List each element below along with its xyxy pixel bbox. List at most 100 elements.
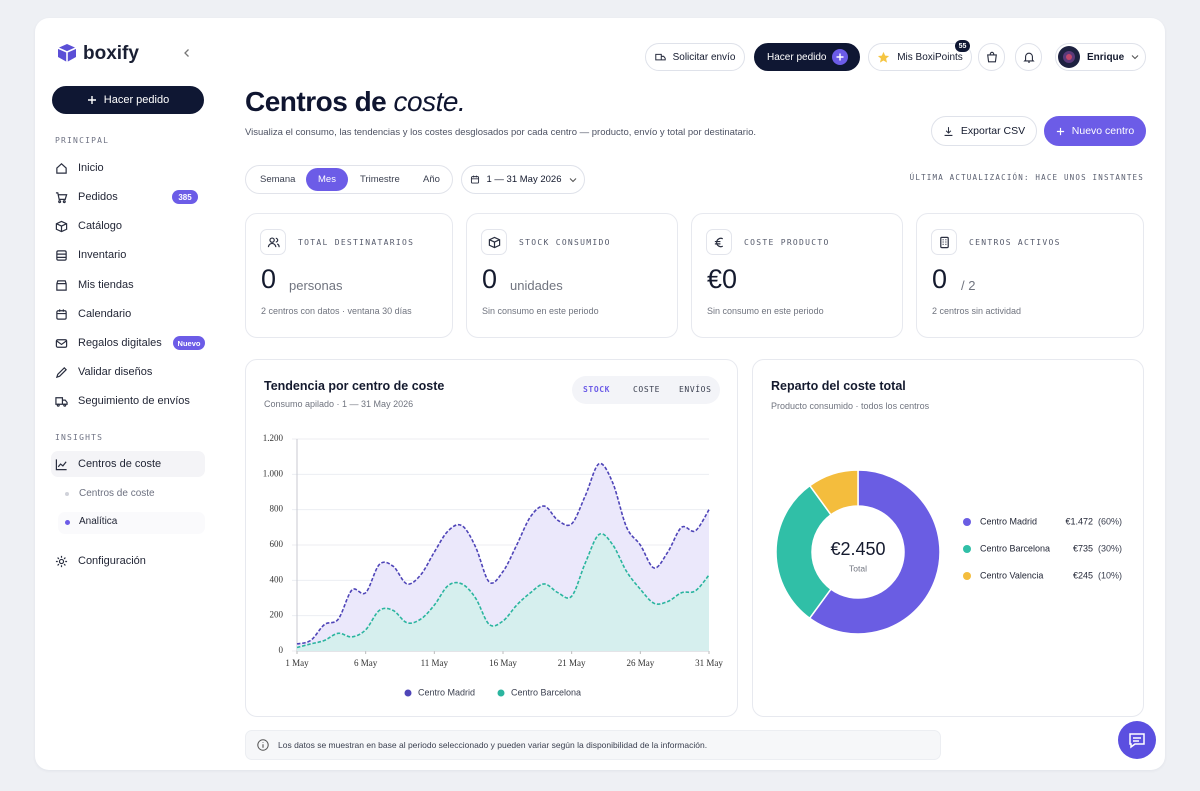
- icon: [55, 366, 67, 378]
- nav-item[interactable]: Inventario: [55, 245, 205, 265]
- nav-item[interactable]: Catálogo: [55, 216, 205, 236]
- period-tab[interactable]: Mes: [318, 174, 336, 185]
- brand: boxify: [83, 43, 139, 64]
- user-name: Enrique: [1087, 51, 1125, 63]
- kpi-unit: / 2: [961, 278, 976, 293]
- nav-label: Centros de coste: [78, 458, 162, 470]
- plus-icon: [87, 96, 96, 104]
- button-label: Hacer pedido: [767, 51, 827, 63]
- nav-item[interactable]: Calendario: [55, 304, 205, 324]
- icon: [55, 458, 67, 470]
- button-label: Exportar CSV: [960, 125, 1026, 137]
- nav-item[interactable]: Mis tiendas: [55, 275, 205, 295]
- section-title: PRINCIPAL: [55, 136, 110, 145]
- date-range-picker[interactable]: 1 — 31 May 2026: [461, 165, 585, 194]
- icon: [55, 191, 68, 203]
- nav-badge: Nuevo: [173, 336, 205, 350]
- nav-label: Inventario: [78, 249, 127, 261]
- icon: [939, 236, 949, 248]
- kpi-label: TOTAL DESTINATARIOS: [298, 238, 415, 247]
- sub-dot: [65, 520, 70, 525]
- icon: [986, 51, 997, 62]
- avatar: [1058, 46, 1080, 68]
- active-tab-bg: [306, 168, 348, 191]
- star-icon: [878, 51, 890, 63]
- icon: [55, 555, 68, 567]
- request-shipping-button[interactable]: Solicitar envío: [645, 43, 745, 71]
- icon: [714, 237, 723, 247]
- nav-label: Validar diseños: [78, 366, 153, 378]
- icon: [55, 220, 68, 232]
- kpi-label: CENTROS ACTIVOS: [969, 238, 1061, 247]
- button-label: Solicitar envío: [672, 51, 736, 63]
- nav-badge: 385: [172, 190, 198, 204]
- last-update: ÚLTIMA ACTUALIZACIÓN: HACE UNOS INSTANTE…: [909, 173, 1144, 182]
- icon: [56, 249, 67, 261]
- notifications-button[interactable]: [1015, 43, 1042, 71]
- chart-subtitle: Producto consumido · todos los centros: [771, 401, 930, 411]
- nav-item[interactable]: Regalos digitales: [55, 333, 205, 353]
- icon: [55, 338, 68, 348]
- kpi-unit: unidades: [510, 278, 563, 293]
- info-icon: [257, 739, 269, 751]
- kpi-card: CENTROS ACTIVOS 0 / 2 2 centros sin acti…: [916, 213, 1144, 338]
- nav-item[interactable]: Inicio: [55, 158, 205, 178]
- nav-item[interactable]: Seguimiento de envíos: [55, 391, 205, 411]
- footnote-bar: [245, 730, 941, 760]
- metric-tab[interactable]: ENVÍOS: [679, 385, 712, 394]
- icon: [654, 53, 666, 60]
- points-button[interactable]: Mis BoxiPoints: [868, 43, 972, 71]
- kpi-note: 2 centros sin actividad: [932, 306, 1022, 316]
- kpi-card: STOCK CONSUMIDO 0 unidades Sin consumo e…: [466, 213, 678, 338]
- nav-label: Catálogo: [78, 220, 123, 232]
- metric-tab[interactable]: STOCK: [583, 385, 611, 394]
- kpi-icon: [481, 229, 507, 255]
- period-tab[interactable]: Trimestre: [360, 174, 400, 185]
- nav-label: Calendario: [78, 308, 132, 320]
- kpi-value: €0: [707, 264, 738, 294]
- chart-title: Tendencia por centro de coste: [264, 379, 445, 393]
- button-label: Nuevo centro: [1071, 125, 1135, 137]
- nav-item[interactable]: Configuración: [55, 551, 205, 571]
- sub-active-bg: [58, 512, 205, 534]
- nav-label: Pedidos: [78, 191, 118, 203]
- kpi-unit: personas: [289, 278, 343, 293]
- footnote: Los datos se muestran en base al periodo…: [278, 740, 708, 750]
- nav-label: Mis tiendas: [78, 279, 134, 291]
- kpi-note: 2 centros con datos · ventana 30 días: [261, 306, 412, 316]
- metric-tab[interactable]: COSTE: [633, 385, 661, 394]
- sub-dot: [65, 492, 69, 496]
- user-menu[interactable]: Enrique: [1055, 43, 1146, 71]
- icon: [488, 236, 500, 248]
- sub-nav-item[interactable]: Analítica: [79, 516, 118, 527]
- chevron: [569, 177, 576, 182]
- cart-button[interactable]: [978, 43, 1005, 71]
- kpi-label: COSTE PRODUCTO: [744, 238, 830, 247]
- icon: [1022, 52, 1035, 63]
- active-item-bg: [51, 451, 205, 477]
- nav-item[interactable]: Validar diseños: [55, 362, 205, 382]
- kpi-note: Sin consumo en este periodo: [707, 306, 824, 316]
- distribution-card: [752, 359, 1144, 717]
- period-tab[interactable]: Semana: [260, 174, 296, 185]
- icon: [55, 396, 68, 407]
- date-range: 1 — 31 May 2026: [486, 174, 562, 185]
- sub-nav-item[interactable]: Centros de coste: [79, 488, 155, 499]
- nav-item[interactable]: Pedidos: [55, 187, 205, 207]
- chat-button[interactable]: [1118, 721, 1156, 759]
- new-center-button[interactable]: Nuevo centro: [1044, 116, 1146, 146]
- section-title: INSIGHTS: [55, 433, 104, 442]
- icon: [56, 279, 67, 291]
- collapse-button[interactable]: [182, 48, 192, 58]
- nav-label: Inicio: [78, 162, 104, 174]
- title-emphasis: coste.: [393, 86, 466, 117]
- points-badge: 55: [955, 40, 970, 52]
- export-button[interactable]: Exportar CSV: [931, 116, 1037, 146]
- title-main: Centros de: [245, 86, 387, 117]
- nav-item[interactable]: Centros de coste: [55, 454, 205, 474]
- page-title: Centros de coste.: [245, 86, 466, 118]
- logo-icon: [57, 44, 77, 62]
- period-tab[interactable]: Año: [423, 174, 440, 185]
- sidebar-cta[interactable]: Hacer pedido: [52, 86, 204, 114]
- nav-label: Seguimiento de envíos: [78, 395, 190, 407]
